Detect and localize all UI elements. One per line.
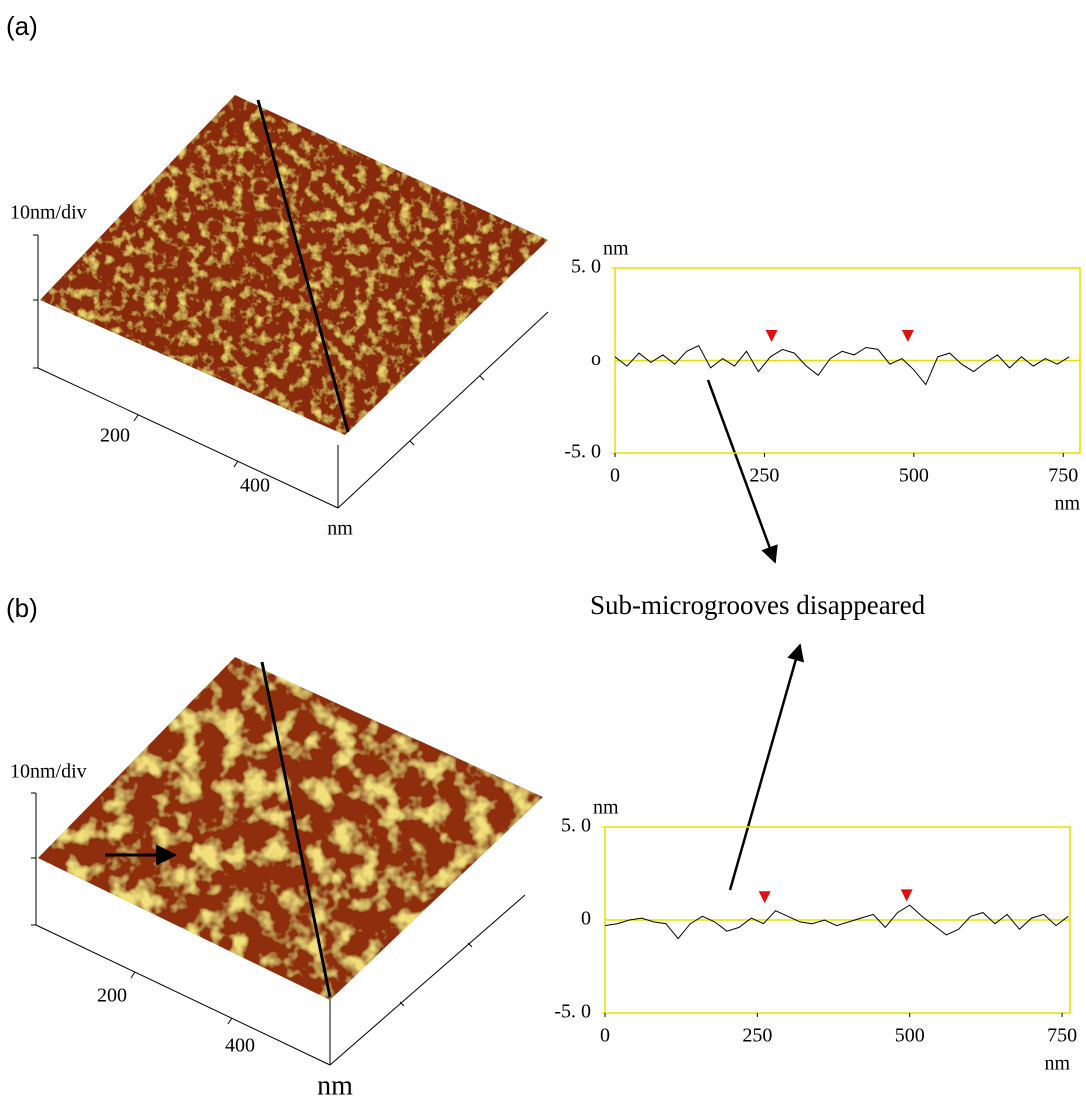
annotation: Sub-microgrooves disappeared [590, 590, 926, 620]
afm-tick-label: 200 [100, 425, 130, 447]
x-tick-label: 500 [899, 465, 929, 487]
profile-line [604, 904, 1069, 940]
scale-label: 10nm/div [10, 761, 87, 783]
afm-unit: nm [327, 518, 353, 540]
x-tick-label: 250 [742, 1025, 772, 1047]
cursor-marker [758, 891, 771, 904]
y-tick-label: o [591, 348, 601, 370]
x-tick-label: 750 [1047, 1025, 1077, 1047]
afm-axes [33, 234, 549, 509]
panel-label: (a) [6, 11, 38, 41]
cursor-marker [765, 330, 778, 342]
x-tick-label: 750 [1048, 465, 1078, 487]
x-tick-label: 250 [749, 465, 779, 487]
afm-tick-label: 400 [225, 1035, 255, 1057]
cursor-marker [900, 889, 913, 902]
y-tick-label: -5. 0 [554, 1001, 591, 1023]
section-line [260, 661, 332, 998]
section-line [256, 99, 350, 433]
profile-line [614, 345, 1070, 386]
afm-surface [38, 657, 543, 1000]
x-tick-label: 0 [600, 1025, 610, 1047]
x-tick-label: 500 [895, 1025, 925, 1047]
cursor-marker [901, 330, 914, 342]
x-axis-label: nm [1054, 493, 1080, 515]
y-axis-label: nm [593, 797, 619, 819]
afm-tick-label: 200 [97, 985, 127, 1007]
afm-unit: nm [317, 1070, 353, 1101]
x-tick-label: 0 [610, 465, 620, 487]
y-axis-label: nm [603, 238, 629, 260]
y-tick-label: 5. 0 [561, 815, 591, 837]
scale-label: 10nm/div [10, 202, 87, 224]
y-tick-label: 5. 0 [571, 256, 601, 278]
x-axis-label: nm [1044, 1053, 1070, 1075]
afm-surface [40, 95, 548, 435]
y-tick-label: -5. 0 [564, 441, 601, 463]
afm-tick-label: 400 [240, 475, 270, 497]
arrow [706, 379, 778, 564]
afm-axes [31, 792, 526, 1066]
panel-label: (b) [6, 593, 38, 623]
y-tick-label: 0 [581, 908, 591, 930]
arrow [728, 643, 805, 891]
